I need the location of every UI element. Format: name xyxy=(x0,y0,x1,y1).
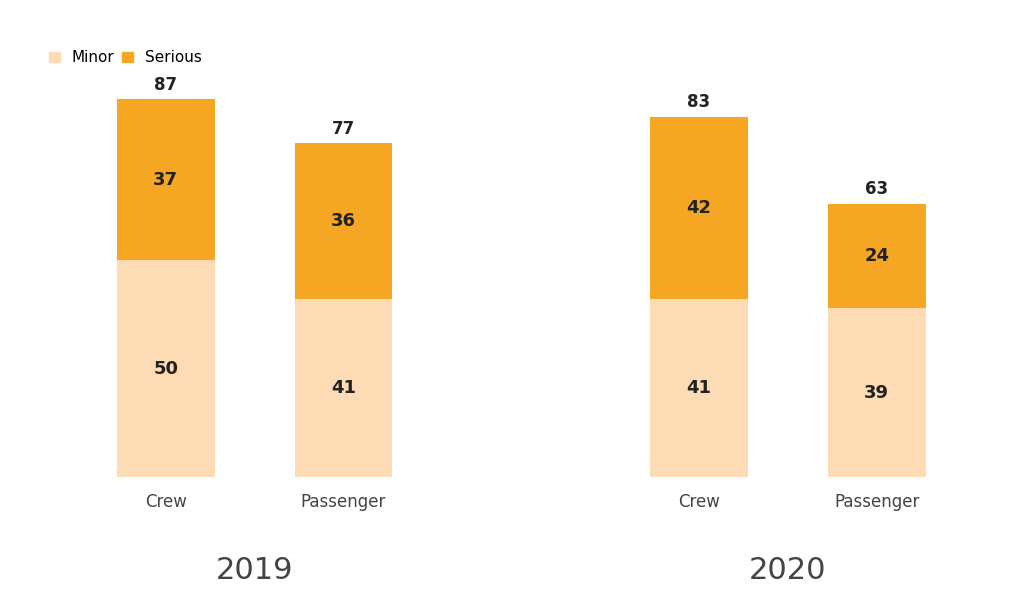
Bar xyxy=(650,117,748,299)
Text: 36: 36 xyxy=(331,212,356,230)
Bar xyxy=(294,299,392,477)
Text: 41: 41 xyxy=(331,379,356,397)
Bar xyxy=(117,99,215,260)
Bar xyxy=(650,299,748,477)
Bar xyxy=(828,308,926,477)
Text: 77: 77 xyxy=(332,119,355,138)
Text: 50: 50 xyxy=(153,360,179,378)
Text: 41: 41 xyxy=(686,379,711,397)
Text: 63: 63 xyxy=(865,181,889,198)
Bar xyxy=(117,260,215,477)
Bar xyxy=(294,143,392,299)
Text: 2020: 2020 xyxy=(749,556,827,584)
Text: 42: 42 xyxy=(686,199,711,217)
Text: 37: 37 xyxy=(153,171,179,188)
Text: 2019: 2019 xyxy=(216,556,293,584)
Text: 24: 24 xyxy=(864,247,890,265)
Text: 39: 39 xyxy=(864,384,890,401)
Legend: Minor, Serious: Minor, Serious xyxy=(49,50,202,65)
Text: 87: 87 xyxy=(154,76,178,94)
Text: 83: 83 xyxy=(687,94,710,111)
Bar xyxy=(828,204,926,308)
